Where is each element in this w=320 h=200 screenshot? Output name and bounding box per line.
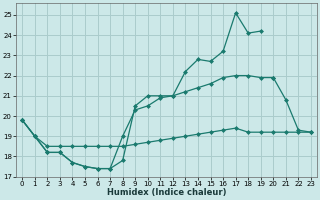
X-axis label: Humidex (Indice chaleur): Humidex (Indice chaleur) [107, 188, 226, 197]
